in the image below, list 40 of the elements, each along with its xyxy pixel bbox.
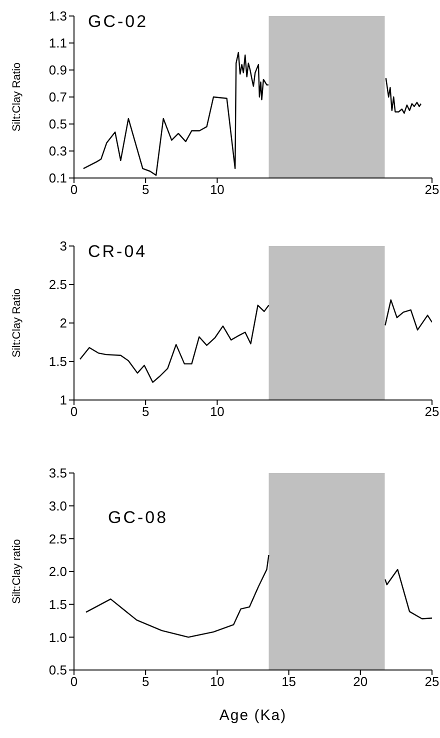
y-axis-title: Silt:Clay Ratio bbox=[10, 288, 23, 358]
x-tick-label: 25 bbox=[424, 674, 440, 690]
y-tick-label: 1.5 bbox=[48, 354, 67, 370]
y-tick-label: 2.0 bbox=[48, 564, 67, 580]
x-tick-label: 25 bbox=[424, 404, 440, 420]
y-tick-label: 3.5 bbox=[48, 466, 67, 481]
y-tick-label: 1.3 bbox=[48, 8, 67, 24]
x-tick-label: 5 bbox=[142, 182, 150, 198]
x-tick-label: 15 bbox=[282, 674, 296, 690]
x-tick-label: 25 bbox=[424, 182, 440, 198]
y-axis-title: Silt:Clay Ratio bbox=[10, 62, 23, 132]
y-axis-title: Silt:Clay ratio bbox=[10, 539, 23, 604]
x-axis-title: Age (Ka) bbox=[219, 707, 287, 724]
x-tick-label: 10 bbox=[210, 674, 224, 690]
x-tick-label: 0 bbox=[70, 674, 78, 690]
y-tick-label: 0.7 bbox=[48, 90, 67, 105]
y-tick-label: 1.1 bbox=[48, 36, 67, 51]
x-tick-label: 10 bbox=[210, 182, 224, 198]
y-tick-label: 0.1 bbox=[48, 170, 67, 186]
y-tick-label: 2.5 bbox=[48, 531, 67, 546]
y-tick-label: 1.0 bbox=[48, 630, 67, 645]
x-tick-label: 20 bbox=[353, 674, 368, 690]
y-tick-label: 0.5 bbox=[48, 662, 67, 678]
chart-title: GC-02 bbox=[88, 12, 148, 32]
x-tick-label: 0 bbox=[70, 404, 78, 420]
y-tick-label: 3.0 bbox=[48, 498, 67, 514]
text: GC-08 bbox=[108, 508, 168, 528]
x-tick-label: 5 bbox=[142, 404, 150, 420]
y-tick-label: 2.5 bbox=[48, 277, 67, 292]
y-tick-label: 1.5 bbox=[48, 596, 67, 612]
y-tick-label: 1 bbox=[60, 392, 67, 408]
y-tick-label: 3 bbox=[60, 238, 67, 254]
y-tick-label: 2 bbox=[60, 316, 67, 331]
x-tick-label: 5 bbox=[142, 674, 150, 690]
chart-title: CR-04 bbox=[88, 242, 148, 262]
x-tick-label: 0 bbox=[70, 182, 78, 198]
x-tick-label: 10 bbox=[210, 404, 224, 420]
y-tick-label: 0.3 bbox=[48, 144, 67, 159]
y-tick-label: 0.9 bbox=[48, 62, 67, 78]
y-tick-label: 0.5 bbox=[48, 116, 67, 132]
